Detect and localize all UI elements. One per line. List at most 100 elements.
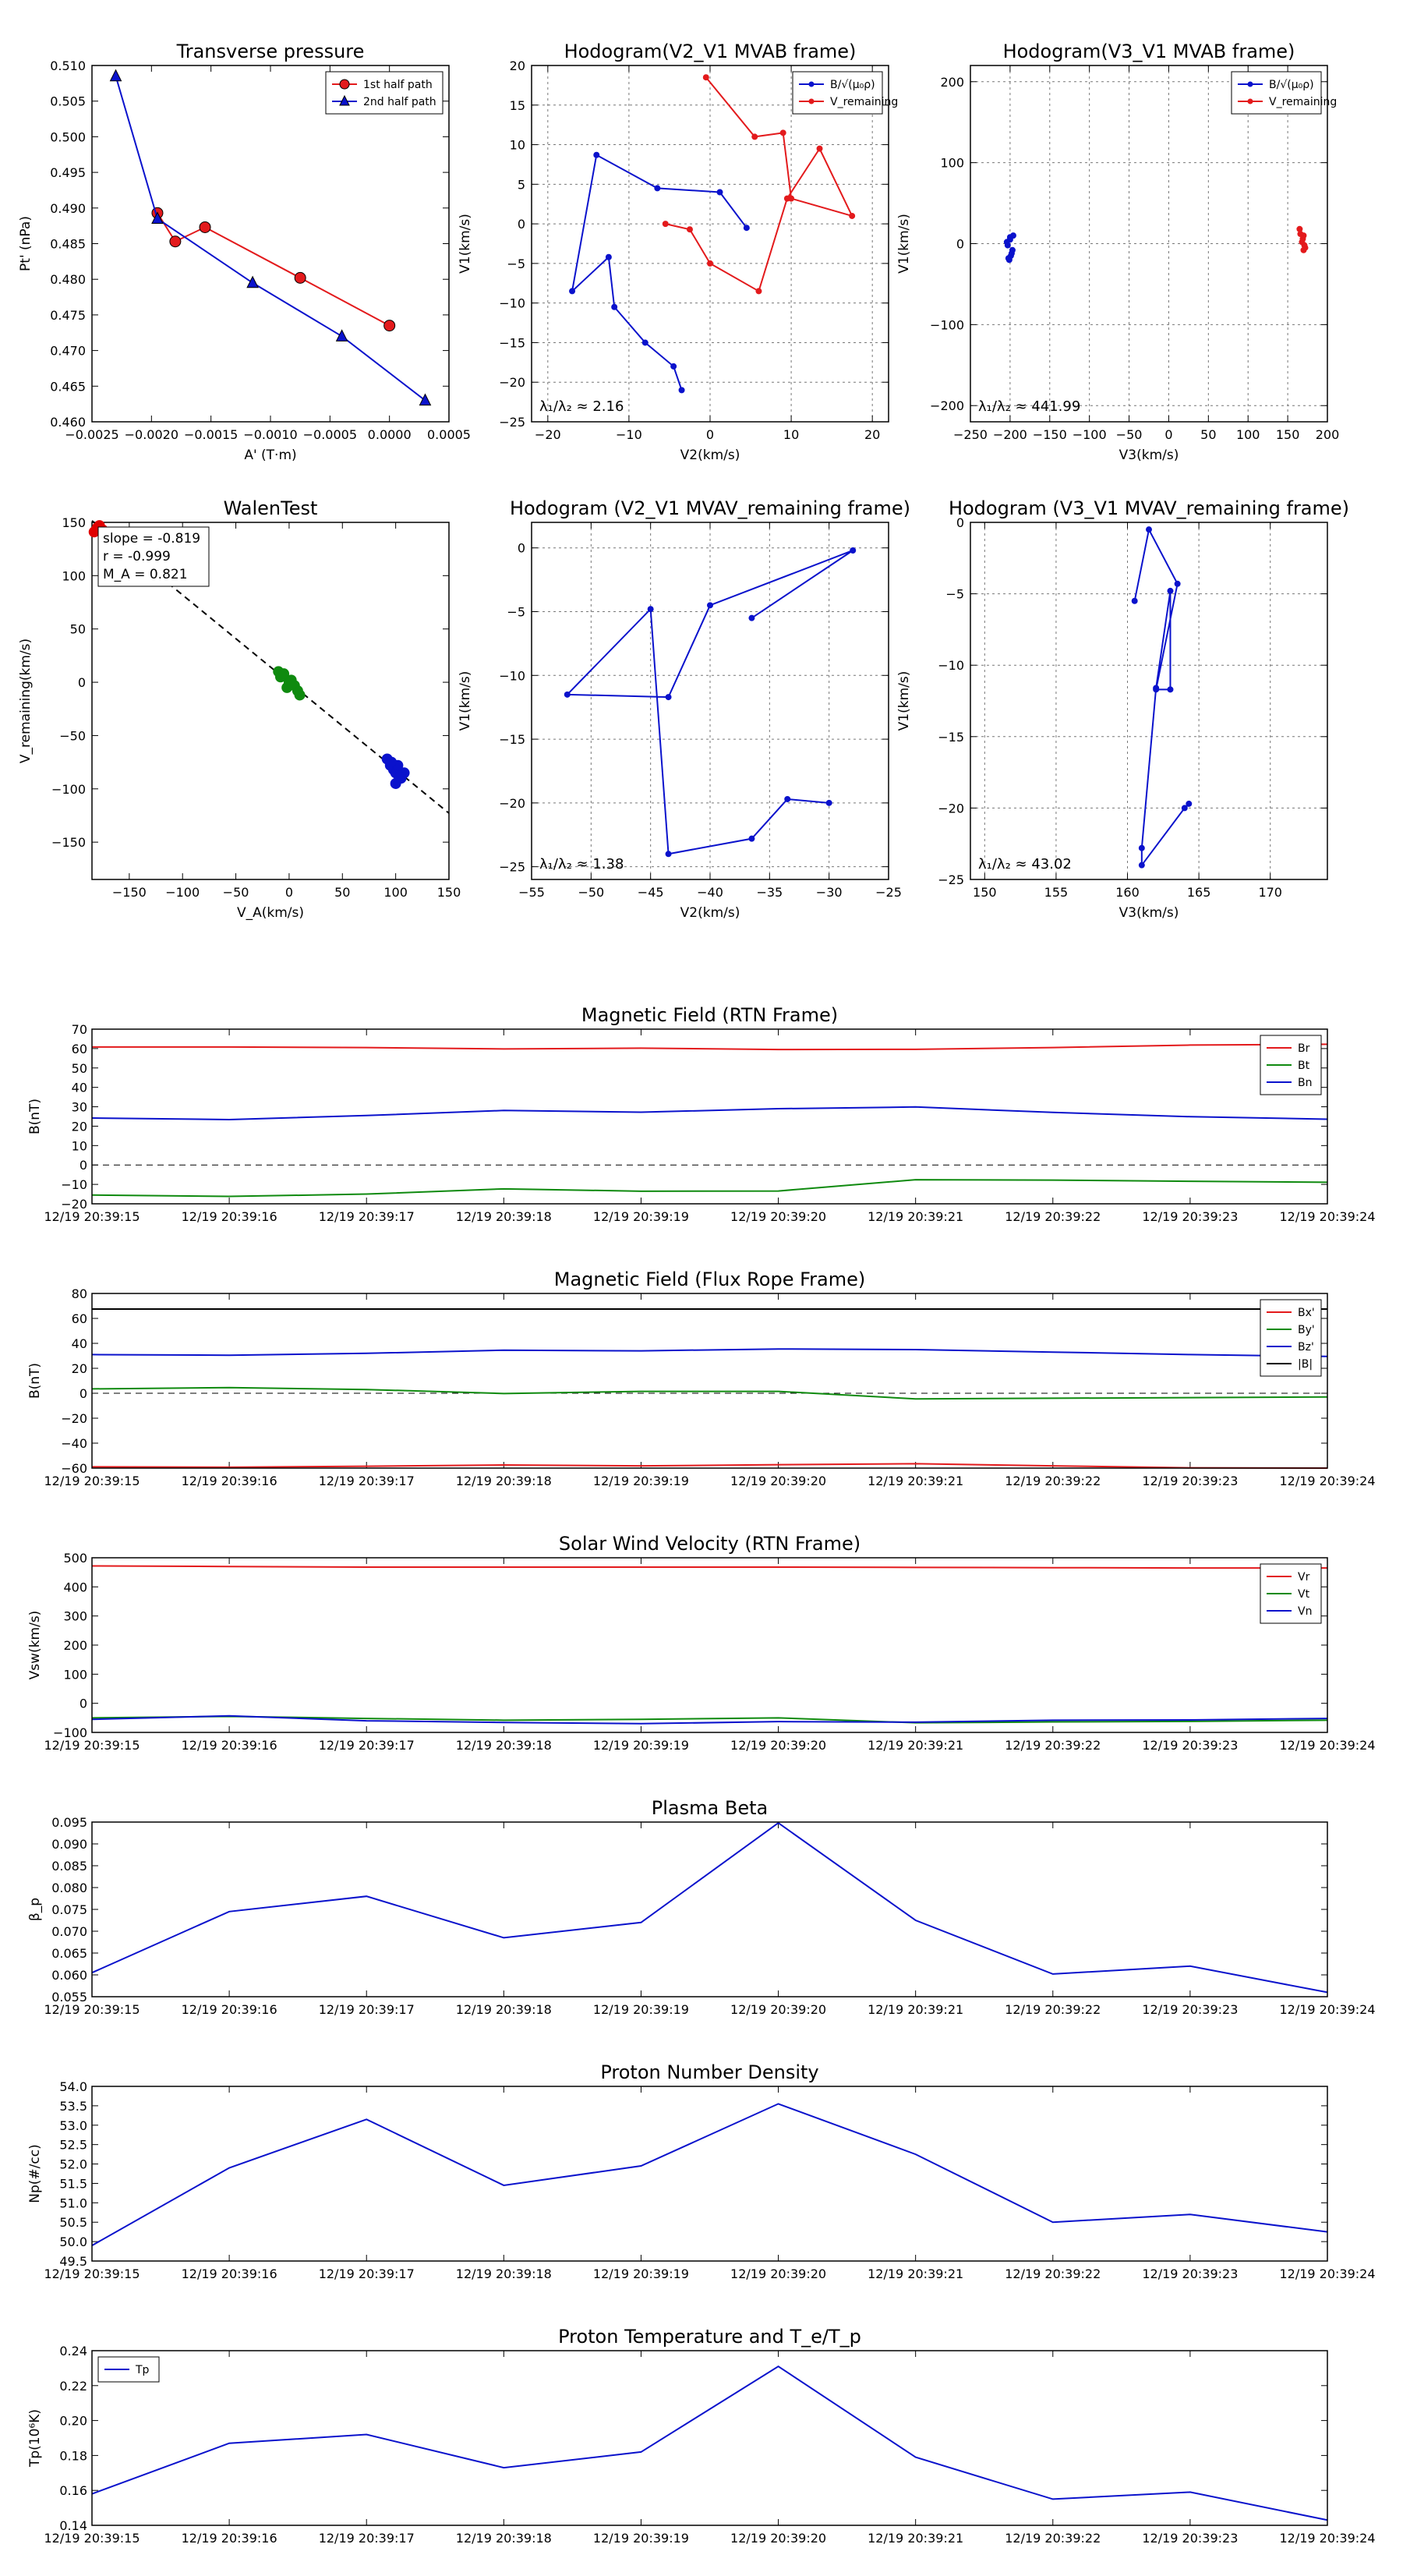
h31-series-1-point xyxy=(1297,231,1304,238)
h31-series-0-point xyxy=(1005,255,1012,262)
h31-xtick-label: 150 xyxy=(1276,427,1300,442)
brtn-ytick-label: −20 xyxy=(61,1197,87,1212)
vsw-series-0-line xyxy=(91,1565,1327,1569)
beta-xtick-label: 12/19 20:39:22 xyxy=(1005,2002,1101,2017)
pt-ytick-label: 0.470 xyxy=(50,344,86,359)
h31-title: Hodogram(V3_V1 MVAB frame) xyxy=(1003,41,1295,62)
beta-ytick-label: 0.070 xyxy=(51,1924,87,1939)
beta-xtick-label: 12/19 20:39:21 xyxy=(868,2002,963,2017)
walen-series-2-point xyxy=(393,770,405,782)
bfr-xtick-label: 12/19 20:39:18 xyxy=(456,1474,552,1488)
h21r-series-0-point xyxy=(850,547,857,554)
beta-ylabel: β_p xyxy=(27,1898,43,1921)
h21-xlabel: V2(km/s) xyxy=(680,448,740,463)
beta-xtick-label: 12/19 20:39:15 xyxy=(44,2002,140,2017)
bfr-ytick-label: 80 xyxy=(72,1286,87,1301)
brtn-xtick-label: 12/19 20:39:16 xyxy=(182,1209,277,1224)
np-xtick-label: 12/19 20:39:18 xyxy=(456,2266,552,2281)
h21-series-0-point xyxy=(611,303,618,310)
walen-stat: slope = -0.819 xyxy=(103,531,200,547)
tp-ytick-label: 0.22 xyxy=(59,2379,87,2394)
tp-ytick-label: 0.16 xyxy=(59,2483,87,2498)
h31-xlabel: V3(km/s) xyxy=(1119,448,1179,463)
brtn-series-0-line xyxy=(92,1043,1328,1051)
h21r-series-0-point xyxy=(748,835,755,842)
brtn-ytick-label: 40 xyxy=(72,1081,87,1095)
h31-xtick-label: −200 xyxy=(993,427,1027,442)
h21-series-1-point xyxy=(755,288,762,295)
bfr-xtick-label: 12/19 20:39:19 xyxy=(593,1474,689,1488)
h21-series-0-point xyxy=(716,189,723,196)
vsw-xtick-label: 12/19 20:39:23 xyxy=(1142,1738,1238,1753)
vsw-xtick-label: 12/19 20:39:20 xyxy=(730,1738,826,1753)
h21r-xtick-label: −55 xyxy=(518,885,545,900)
vsw-xtick-label: 12/19 20:39:19 xyxy=(593,1738,689,1753)
pt-xtick-label: −0.0025 xyxy=(65,427,118,442)
pt-legend-label: 1st half path xyxy=(363,79,433,91)
tp-ytick-label: 0.24 xyxy=(59,2344,87,2358)
h31-series-1-point xyxy=(1299,235,1306,242)
vsw-chart: −100 0 100 200 300 400 500 12/19 20:39:15 12/19 … xyxy=(27,1533,1376,1753)
tp-chart: 0.14 0.16 0.18 0.20 0.22 0.24 12/19 20:39:15 12… xyxy=(27,2326,1376,2546)
pt-series-0-point xyxy=(199,221,211,233)
vsw-ytick-label: 300 xyxy=(63,1609,87,1624)
pt-ytick-label: 0.460 xyxy=(50,415,86,430)
brtn-series-1-line xyxy=(91,1179,1328,1198)
brtn-xtick-label: 12/19 20:39:21 xyxy=(868,1209,963,1224)
pt-xtick-label: −0.0005 xyxy=(303,427,357,442)
walen-series-0-point xyxy=(88,526,100,538)
np-xtick-label: 12/19 20:39:23 xyxy=(1142,2266,1238,2281)
brtn-ytick-label: 50 xyxy=(72,1061,87,1076)
brtn-xtick-label: 12/19 20:39:24 xyxy=(1279,1209,1375,1224)
h21-series-0-point xyxy=(569,288,576,295)
bfr-legend-label: Bx' xyxy=(1298,1307,1315,1319)
h31-xtick-label: 100 xyxy=(1236,427,1260,442)
h21r-ylabel: V1(km/s) xyxy=(458,671,473,731)
beta-xtick-label: 12/19 20:39:17 xyxy=(319,2002,415,2017)
bfr-ytick-label: −60 xyxy=(61,1461,87,1476)
np-ytick-label: 52.0 xyxy=(59,2157,87,2172)
np-ytick-label: 49.5 xyxy=(59,2254,87,2269)
tp-legend-label: Tp xyxy=(135,2364,150,2376)
bfr-legend-label: Bz' xyxy=(1298,1341,1314,1353)
beta-ytick-label: 0.065 xyxy=(51,1946,87,1961)
h21r-xtick-label: −45 xyxy=(638,885,664,900)
vsw-ytick-label: 100 xyxy=(63,1667,87,1682)
h31-series-1-point xyxy=(1301,242,1308,249)
h31-annotation: λ₁/λ₂ ≈ 441.99 xyxy=(978,398,1080,415)
np-xtick-label: 12/19 20:39:16 xyxy=(182,2266,277,2281)
h21r-ytick-label: 0 xyxy=(518,541,525,556)
brtn-xtick-label: 12/19 20:39:15 xyxy=(44,1209,140,1224)
h21r-ytick-label: −25 xyxy=(499,860,525,875)
brtn-xtick-label: 12/19 20:39:17 xyxy=(319,1209,415,1224)
h21-series-0-line xyxy=(571,154,747,391)
walen-stat: M_A = 0.821 xyxy=(103,567,188,582)
tp-xtick-label: 12/19 20:39:22 xyxy=(1005,2531,1101,2546)
pt-series-0-point xyxy=(294,271,306,284)
walen-ytick-label: −100 xyxy=(51,782,86,797)
h21-legend-marker xyxy=(808,81,815,87)
walen-series-1-point xyxy=(287,678,299,690)
walen-stats-box xyxy=(97,526,210,587)
np-title: Proton Number Density xyxy=(600,2061,818,2083)
h21r-series-0-point xyxy=(707,602,713,609)
walen-ytick-label: 0 xyxy=(78,675,86,690)
np-plot-frame xyxy=(91,2086,1328,2262)
brtn-series-2-line xyxy=(91,1106,1328,1120)
h21-series-1-point xyxy=(849,212,856,219)
pt-series-1-line xyxy=(115,76,426,402)
h21r-xtick-label: −25 xyxy=(875,885,902,900)
vsw-ytick-label: −100 xyxy=(53,1725,87,1740)
h21-annotation: λ₁/λ₂ ≈ 2.16 xyxy=(539,398,624,415)
h21-xtick-label: 20 xyxy=(864,427,880,442)
h21r-chart: −55 −50 −45 −40 −35 −30 −25−25−20−15−10−50Hodo… xyxy=(458,497,910,921)
pt-ytick-label: 0.505 xyxy=(50,94,86,109)
h31r-ytick-label: −10 xyxy=(938,658,964,673)
tp-xtick-label: 12/19 20:39:18 xyxy=(456,2531,552,2546)
h21-ytick-label: 20 xyxy=(510,58,525,73)
walen-ytick-label: −150 xyxy=(51,835,86,850)
tp-xtick-label: 12/19 20:39:17 xyxy=(319,2531,415,2546)
h31-legend-label: B/√(μ₀ρ) xyxy=(1269,79,1314,91)
vsw-xtick-label: 12/19 20:39:21 xyxy=(868,1738,963,1753)
